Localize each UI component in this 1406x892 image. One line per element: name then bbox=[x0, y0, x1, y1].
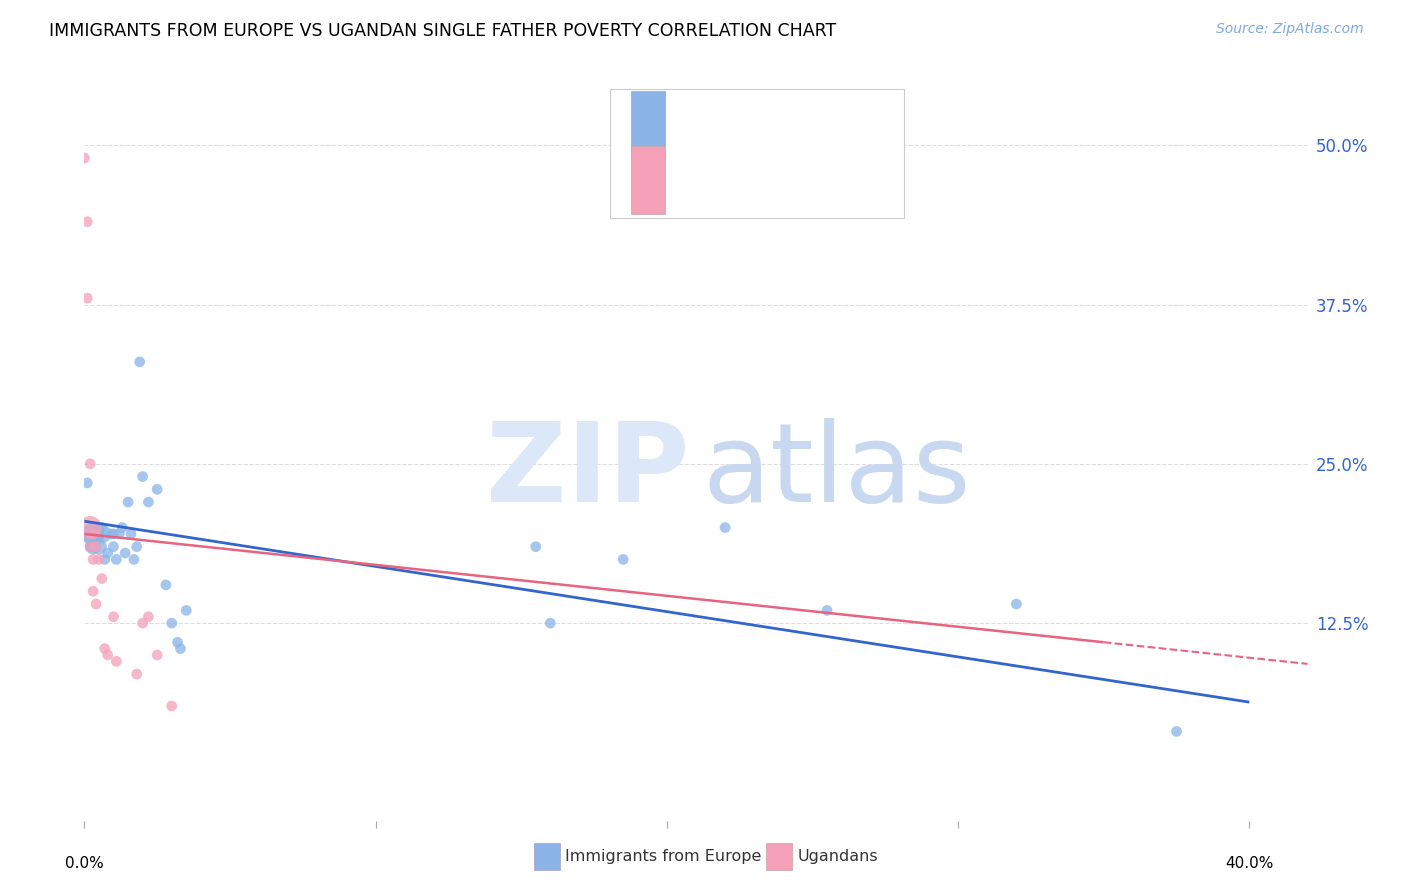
Point bbox=[73, 151, 96, 165]
Text: N =: N = bbox=[797, 171, 834, 189]
Point bbox=[87, 540, 110, 554]
Point bbox=[166, 635, 188, 649]
Point bbox=[155, 578, 177, 592]
Text: ZIP: ZIP bbox=[486, 418, 690, 525]
Point bbox=[169, 641, 191, 656]
Point bbox=[105, 552, 128, 566]
Point bbox=[125, 540, 148, 554]
Point bbox=[538, 616, 561, 631]
Point bbox=[79, 527, 101, 541]
Point bbox=[128, 355, 150, 369]
Point bbox=[100, 527, 122, 541]
Point bbox=[93, 641, 115, 656]
Point bbox=[87, 552, 110, 566]
Point bbox=[76, 291, 98, 305]
Point bbox=[714, 520, 737, 534]
Text: Source: ZipAtlas.com: Source: ZipAtlas.com bbox=[1216, 22, 1364, 37]
Point bbox=[146, 483, 169, 497]
Text: 22: 22 bbox=[831, 171, 855, 189]
Point bbox=[138, 609, 160, 624]
Point bbox=[90, 527, 112, 541]
Point bbox=[131, 616, 153, 631]
Point bbox=[131, 469, 153, 483]
FancyBboxPatch shape bbox=[631, 91, 665, 160]
Point bbox=[120, 527, 142, 541]
Point bbox=[103, 527, 125, 541]
Point bbox=[146, 648, 169, 662]
Text: -0.134: -0.134 bbox=[704, 171, 762, 189]
Point bbox=[103, 609, 125, 624]
Point bbox=[1166, 724, 1188, 739]
Text: R =: R = bbox=[675, 171, 711, 189]
Point bbox=[82, 552, 104, 566]
Point bbox=[79, 540, 101, 554]
Point bbox=[117, 495, 139, 509]
Point bbox=[111, 520, 134, 534]
Point bbox=[612, 552, 634, 566]
Point bbox=[114, 546, 136, 560]
Point bbox=[97, 546, 120, 560]
Point bbox=[90, 572, 112, 586]
Point bbox=[79, 457, 101, 471]
Text: IMMIGRANTS FROM EUROPE VS UGANDAN SINGLE FATHER POVERTY CORRELATION CHART: IMMIGRANTS FROM EUROPE VS UGANDAN SINGLE… bbox=[49, 22, 837, 40]
Text: Immigrants from Europe: Immigrants from Europe bbox=[565, 849, 762, 863]
Point bbox=[82, 584, 104, 599]
Text: R =: R = bbox=[675, 116, 711, 135]
Point bbox=[160, 698, 183, 713]
Point bbox=[160, 616, 183, 631]
Point bbox=[1005, 597, 1028, 611]
Point bbox=[105, 654, 128, 668]
Point bbox=[125, 667, 148, 681]
Point bbox=[84, 597, 107, 611]
Point bbox=[82, 527, 104, 541]
Point bbox=[122, 552, 145, 566]
Point bbox=[79, 540, 101, 554]
Text: Ugandans: Ugandans bbox=[797, 849, 877, 863]
Point bbox=[76, 215, 98, 229]
Text: N =: N = bbox=[797, 116, 834, 135]
Text: 40.0%: 40.0% bbox=[1225, 856, 1274, 871]
Point bbox=[174, 603, 197, 617]
FancyBboxPatch shape bbox=[631, 145, 665, 214]
Point bbox=[84, 540, 107, 554]
Point bbox=[97, 648, 120, 662]
Text: 39: 39 bbox=[831, 116, 855, 135]
Point bbox=[76, 475, 98, 490]
Point bbox=[82, 540, 104, 554]
Text: atlas: atlas bbox=[702, 418, 970, 525]
Point bbox=[84, 527, 107, 541]
Point bbox=[93, 552, 115, 566]
Point bbox=[524, 540, 547, 554]
Point bbox=[108, 527, 131, 541]
Point bbox=[815, 603, 838, 617]
Text: 0.0%: 0.0% bbox=[65, 856, 104, 871]
Text: -0.412: -0.412 bbox=[704, 116, 762, 135]
Point bbox=[79, 520, 101, 534]
Point bbox=[87, 527, 110, 541]
FancyBboxPatch shape bbox=[610, 89, 904, 218]
Point bbox=[90, 520, 112, 534]
Point bbox=[82, 527, 104, 541]
Point bbox=[103, 540, 125, 554]
Point bbox=[138, 495, 160, 509]
